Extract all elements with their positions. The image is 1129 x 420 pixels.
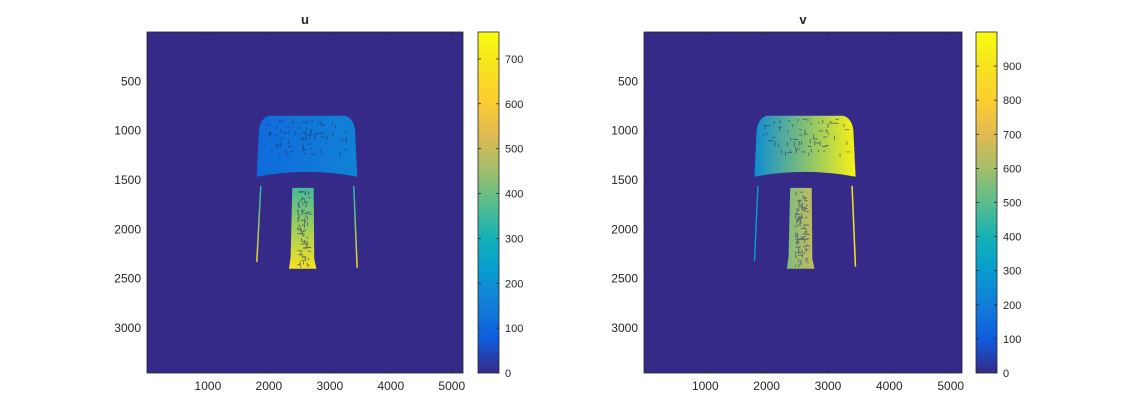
y-tick-label: 3000: [611, 321, 638, 335]
x-tick-label: 4000: [377, 379, 404, 393]
colorbar: 0 100 200 300 400 500 600 700 800 900: [975, 31, 1021, 380]
colorbar-tick-label: 900: [1003, 61, 1021, 73]
region-stem: [288, 187, 317, 269]
y-tick-label: 500: [121, 74, 141, 88]
colorbar-gradient: [975, 31, 998, 374]
region-right-leg: [353, 185, 358, 268]
colorbar-tick-label: 300: [505, 233, 523, 245]
y-tick-label: 2500: [114, 272, 141, 286]
colorbar-tick-label: 500: [505, 144, 523, 156]
x-tick-label: 3000: [815, 379, 842, 393]
colorbar-tick-label: 100: [1003, 334, 1021, 346]
x-tick-label: 1000: [195, 379, 222, 393]
y-tick-label: 1500: [611, 173, 638, 187]
colorbar-tick-label: 700: [505, 54, 523, 66]
colorbar-tick-label: 0: [505, 368, 511, 380]
speckle-noise: [763, 118, 850, 267]
colorbar-tick-label: 600: [1003, 163, 1021, 175]
colorbar-tick-label: 800: [1003, 95, 1021, 107]
axes-box: [146, 31, 464, 374]
y-tick-label: 3000: [114, 321, 141, 335]
colorbar-tick-label: 100: [505, 323, 523, 335]
y-tick-label: 500: [618, 74, 638, 88]
colorbar-tick-label: 300: [1003, 266, 1021, 278]
chart-title: u: [301, 12, 309, 27]
colorbar-tick-label: 600: [505, 99, 523, 111]
y-tick-label: 1000: [114, 124, 141, 138]
colorbar-tick-label: 400: [505, 189, 523, 201]
y-tick-label: 2000: [611, 222, 638, 236]
x-tick-label: 2000: [256, 379, 283, 393]
region-left-leg: [753, 185, 759, 261]
region-cap: [754, 115, 856, 177]
x-tick-label: 2000: [753, 379, 780, 393]
colorbar-gradient: [477, 31, 500, 374]
y-tick-label: 2500: [611, 272, 638, 286]
y-tick-label: 1000: [611, 124, 638, 138]
x-tick-label: 4000: [876, 379, 903, 393]
colorbar-tick-label: 0: [1003, 368, 1009, 380]
region-left-leg: [256, 185, 262, 262]
colorbar-tick-label: 500: [1003, 198, 1021, 210]
axes-box: [643, 31, 963, 374]
colorbar: 0 100 200 300 400 500 600 700: [477, 31, 523, 380]
x-tick-label: 5000: [937, 379, 964, 393]
colorbar-tick-label: 200: [1003, 300, 1021, 312]
region-cap: [256, 115, 358, 177]
x-tick-label: 1000: [692, 379, 719, 393]
x-tick-label: 3000: [316, 379, 343, 393]
y-tick-label: 2000: [114, 222, 141, 236]
region-right-leg: [851, 185, 857, 267]
y-tick-label: 1500: [114, 173, 141, 187]
x-tick-label: 5000: [438, 379, 465, 393]
speckle-noise: [266, 119, 348, 268]
colorbar-tick-label: 400: [1003, 232, 1021, 244]
colorbar-tick-label: 700: [1003, 129, 1021, 141]
chart-title: v: [799, 12, 807, 27]
colorbar-tick-label: 200: [505, 278, 523, 290]
